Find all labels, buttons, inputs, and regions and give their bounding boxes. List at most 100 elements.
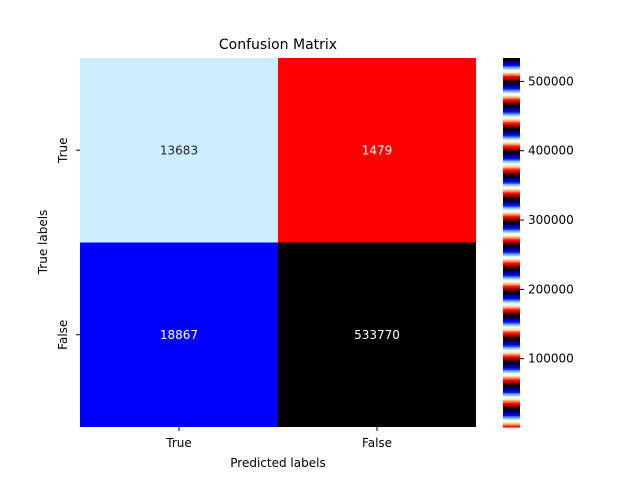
colorbar-segment	[503, 128, 520, 131]
colorbar-segment	[503, 320, 520, 323]
colorbar-segment	[503, 222, 520, 225]
colorbar-segment	[503, 127, 520, 130]
colorbar-segment	[503, 76, 520, 79]
heatmap-cells: 13683 1479 18867 533770	[80, 58, 476, 427]
colorbar-segment	[503, 301, 520, 304]
colorbar-segment	[503, 112, 520, 115]
colorbar-segment	[503, 399, 520, 402]
colorbar-segment	[503, 167, 520, 170]
colorbar-segment	[503, 261, 520, 264]
colorbar-segment	[503, 226, 520, 229]
colorbar-segment	[503, 160, 520, 163]
colorbar-segment	[503, 382, 520, 385]
colorbar-segment	[503, 216, 520, 219]
colorbar-segment	[503, 119, 520, 123]
colorbar-segment	[503, 89, 520, 92]
colorbar-segment	[503, 408, 520, 411]
colorbar-segment	[503, 117, 520, 120]
colorbar-segment	[503, 336, 520, 339]
colorbar-segment	[503, 412, 520, 415]
colorbar-segment	[503, 108, 520, 111]
colorbar-segment	[503, 383, 520, 386]
colorbar-tick-label: 500000	[528, 74, 574, 88]
colorbar-segment	[503, 104, 520, 107]
colorbar-segment	[503, 157, 520, 160]
colorbar-segment	[503, 68, 520, 71]
heatmap-cell-0-1	[278, 58, 476, 243]
colorbar-segment	[503, 419, 520, 422]
colorbar-segment	[503, 317, 520, 320]
colorbar-segment	[503, 422, 520, 425]
x-tick-label: True	[165, 436, 192, 450]
colorbar-segment	[503, 264, 520, 267]
colorbar-segment	[503, 92, 520, 95]
colorbar-segment	[503, 219, 520, 222]
colorbar-segment	[503, 73, 520, 76]
colorbar-segment	[503, 111, 520, 114]
colorbar-segment	[503, 310, 520, 313]
colorbar-segment	[503, 271, 520, 274]
colorbar-segment	[503, 184, 520, 187]
colorbar-segment	[503, 411, 520, 414]
colorbar-segment	[503, 88, 520, 91]
colorbar-segment	[503, 366, 520, 369]
colorbar-segment	[503, 135, 520, 138]
colorbar-segment	[503, 360, 520, 363]
colorbar-segment	[503, 251, 520, 254]
colorbar-segment	[503, 353, 520, 356]
colorbar: 100000 200000 300000 400000 500000	[503, 58, 574, 428]
colorbar-segment	[503, 380, 520, 383]
colorbar-segment	[503, 339, 520, 342]
colorbar-segment	[503, 375, 520, 378]
colorbar-segment	[503, 206, 520, 209]
colorbar-segment	[503, 311, 520, 314]
colorbar-segment	[503, 324, 520, 327]
colorbar-segment	[503, 168, 520, 172]
colorbar-segment	[503, 323, 520, 326]
colorbar-segment	[503, 307, 520, 310]
colorbar-segment	[503, 370, 520, 373]
colorbar-segment	[503, 403, 520, 406]
colorbar-segment	[503, 187, 520, 190]
colorbar-segment	[503, 196, 520, 199]
colorbar-segment	[503, 151, 520, 154]
colorbar-segment	[503, 386, 520, 389]
colorbar-segment	[503, 121, 520, 124]
colorbar-segment	[503, 154, 520, 157]
colorbar-segment	[503, 78, 520, 81]
colorbar-segment	[503, 285, 520, 288]
colorbar-segment	[503, 388, 520, 391]
colorbar-segment	[503, 217, 520, 221]
colorbar-segment	[503, 153, 520, 156]
colorbar-segment	[503, 241, 520, 244]
colorbar-segment	[503, 305, 520, 308]
colorbar-segment	[503, 418, 520, 421]
colorbar-segment	[503, 95, 520, 98]
colorbar-segment	[503, 66, 520, 69]
colorbar-segment	[503, 171, 520, 174]
colorbar-segment	[503, 70, 520, 74]
colorbar-segment	[503, 176, 520, 179]
colorbar-segment	[503, 190, 520, 193]
colorbar-segment	[503, 193, 520, 196]
colorbar-segment	[503, 287, 520, 290]
cell-value-label-1-1: 533770	[354, 328, 400, 342]
colorbar-segment	[503, 402, 520, 405]
colorbar-segment	[503, 130, 520, 133]
colorbar-segment	[503, 254, 520, 257]
cell-value-label-0-0: 13683	[160, 143, 198, 157]
colorbar-segment	[503, 274, 520, 277]
colorbar-segment	[503, 352, 520, 355]
colorbar-segment	[503, 318, 520, 321]
colorbar-segment	[503, 82, 520, 85]
colorbar-segment	[503, 118, 520, 121]
colorbar-segment	[503, 343, 520, 346]
heatmap-cell-0-0	[80, 58, 278, 243]
colorbar-segment	[503, 326, 520, 329]
colorbar-segment	[503, 209, 520, 212]
colorbar-segment	[503, 140, 520, 143]
colorbar-segment	[503, 389, 520, 392]
colorbar-segment	[503, 232, 520, 235]
colorbar-segment	[503, 174, 520, 177]
